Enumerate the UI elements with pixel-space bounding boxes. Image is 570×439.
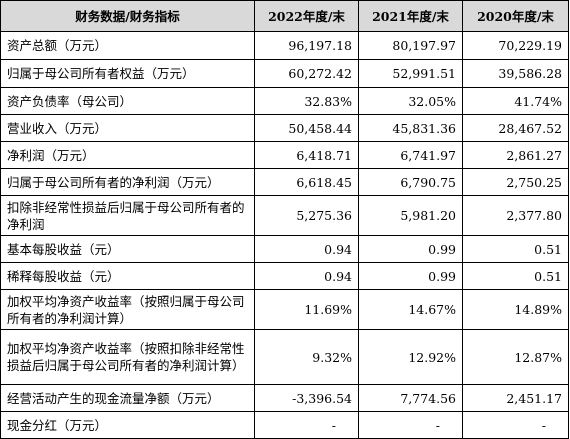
value-2022: 5,275.36	[254, 195, 359, 236]
table-row: 经营活动产生的现金流量净额（万元） -3,396.54 7,774.56 2,4…	[0, 384, 569, 412]
header-metric: 财务数据/财务指标	[0, 0, 255, 32]
value-2021: 0.99	[358, 235, 463, 263]
row-label: 现金分红（万元）	[0, 411, 255, 439]
table-row: 资产负债率（母公司） 32.83% 32.05% 41.74%	[0, 87, 569, 115]
value-2020: 2,377.80	[462, 195, 569, 236]
value-2021: 7,774.56	[358, 384, 463, 412]
table-row: 加权平均净资产收益率（按照扣除非经常性损益后归属于母公司所有者的净利润计算） 9…	[0, 329, 569, 385]
value-2020: 12.87%	[462, 329, 569, 385]
value-2022: 9.32%	[254, 329, 359, 385]
table-row: 加权平均净资产收益率（按照归属于母公司所有者的净利润计算） 11.69% 14.…	[0, 289, 569, 330]
row-label: 经营活动产生的现金流量净额（万元）	[0, 384, 255, 412]
value-2022: 0.94	[254, 235, 359, 263]
value-2020: 14.89%	[462, 289, 569, 330]
value-2021: 6,790.75	[358, 168, 463, 196]
value-2020: 2,750.25	[462, 168, 569, 196]
value-2022: 50,458.44	[254, 114, 359, 142]
header-year-2020: 2020年度/末	[462, 0, 569, 32]
header-year-2022: 2022年度/末	[254, 0, 359, 32]
row-label: 资产总额（万元）	[0, 31, 255, 60]
table-row: 资产总额（万元） 96,197.18 80,197.97 70,229.19	[0, 31, 569, 60]
value-2021: 52,991.51	[358, 59, 463, 88]
value-2022: -	[254, 411, 359, 439]
value-2020: 0.51	[462, 235, 569, 263]
value-2022: 32.83%	[254, 87, 359, 115]
value-2020: 28,467.52	[462, 114, 569, 142]
table-row: 现金分红（万元） - - -	[0, 411, 569, 439]
value-2022: 6,618.45	[254, 168, 359, 196]
value-2021: 14.67%	[358, 289, 463, 330]
row-label: 扣除非经常性损益后归属于母公司所有者的净利润	[0, 195, 255, 236]
table-header: 财务数据/财务指标 2022年度/末 2021年度/末 2020年度/末	[0, 0, 569, 32]
value-2022: -3,396.54	[254, 384, 359, 412]
value-2021: 6,741.97	[358, 141, 463, 169]
table-row: 营业收入（万元） 50,458.44 45,831.36 28,467.52	[0, 114, 569, 142]
table-row: 归属于母公司所有者权益（万元） 60,272.42 52,991.51 39,5…	[0, 59, 569, 88]
row-label: 加权平均净资产收益率（按照归属于母公司所有者的净利润计算）	[0, 289, 255, 330]
value-2020: 2,451.17	[462, 384, 569, 412]
value-2021: 12.92%	[358, 329, 463, 385]
value-2022: 11.69%	[254, 289, 359, 330]
value-2020: 41.74%	[462, 87, 569, 115]
value-2022: 60,272.42	[254, 59, 359, 88]
row-label: 归属于母公司所有者权益（万元）	[0, 59, 255, 88]
row-label: 归属于母公司所有者的净利润（万元）	[0, 168, 255, 196]
value-2021: 32.05%	[358, 87, 463, 115]
value-2022: 6,418.71	[254, 141, 359, 169]
value-2021: 45,831.36	[358, 114, 463, 142]
value-2022: 0.94	[254, 262, 359, 290]
value-2020: 70,229.19	[462, 31, 569, 60]
table-row: 净利润（万元） 6,418.71 6,741.97 2,861.27	[0, 141, 569, 169]
value-2021: 5,981.20	[358, 195, 463, 236]
value-2021: 80,197.97	[358, 31, 463, 60]
row-label: 净利润（万元）	[0, 141, 255, 169]
row-label: 基本每股收益（元）	[0, 235, 255, 263]
value-2020: 2,861.27	[462, 141, 569, 169]
table-row: 基本每股收益（元） 0.94 0.99 0.51	[0, 235, 569, 263]
table-row: 归属于母公司所有者的净利润（万元） 6,618.45 6,790.75 2,75…	[0, 168, 569, 196]
row-label: 营业收入（万元）	[0, 114, 255, 142]
row-label: 资产负债率（母公司）	[0, 87, 255, 115]
value-2020: -	[462, 411, 569, 439]
row-label: 加权平均净资产收益率（按照扣除非经常性损益后归属于母公司所有者的净利润计算）	[0, 329, 255, 385]
header-row: 财务数据/财务指标 2022年度/末 2021年度/末 2020年度/末	[0, 0, 569, 32]
row-label: 稀释每股收益（元）	[0, 262, 255, 290]
table-row: 扣除非经常性损益后归属于母公司所有者的净利润 5,275.36 5,981.20…	[0, 195, 569, 236]
value-2021: 0.99	[358, 262, 463, 290]
header-year-2021: 2021年度/末	[358, 0, 463, 32]
table-body: 资产总额（万元） 96,197.18 80,197.97 70,229.19 归…	[0, 31, 569, 439]
value-2020: 39,586.28	[462, 59, 569, 88]
value-2022: 96,197.18	[254, 31, 359, 60]
value-2021: -	[358, 411, 463, 439]
table-row: 稀释每股收益（元） 0.94 0.99 0.51	[0, 262, 569, 290]
value-2020: 0.51	[462, 262, 569, 290]
